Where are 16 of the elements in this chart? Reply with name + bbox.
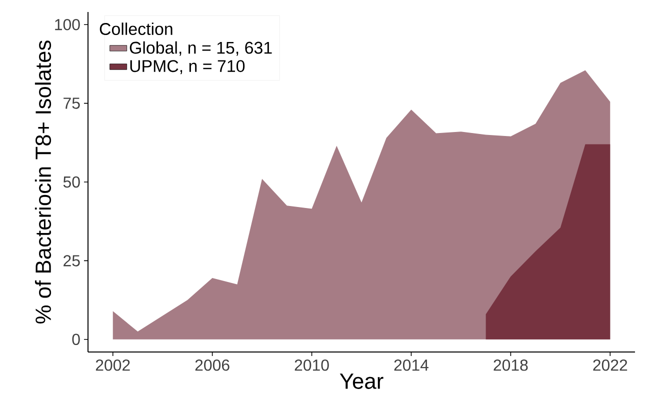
- x-axis-title: Year: [340, 374, 384, 389]
- legend-label: UPMC, n = 710: [130, 60, 245, 74]
- y-tick-label: 50: [63, 176, 80, 188]
- y-axis-title: % of Bacteriocin T8+ Isolates: [34, 40, 52, 324]
- x-tick-label: 2010: [294, 360, 329, 371]
- y-tick-label: 0: [72, 334, 80, 346]
- y-tick-label: 100: [55, 18, 80, 30]
- x-tick-label: 2002: [96, 360, 130, 371]
- x-tick-label: 2018: [494, 360, 528, 371]
- y-tick-label: 75: [64, 98, 80, 109]
- x-tick-label: 2006: [195, 360, 230, 371]
- legend-title: Collection: [100, 22, 172, 36]
- x-tick-label: 2014: [394, 360, 428, 371]
- x-tick-label: 2022: [593, 360, 628, 371]
- legend-label: Global, n = 15, 631: [130, 41, 272, 56]
- y-tick-label: 25: [64, 255, 80, 266]
